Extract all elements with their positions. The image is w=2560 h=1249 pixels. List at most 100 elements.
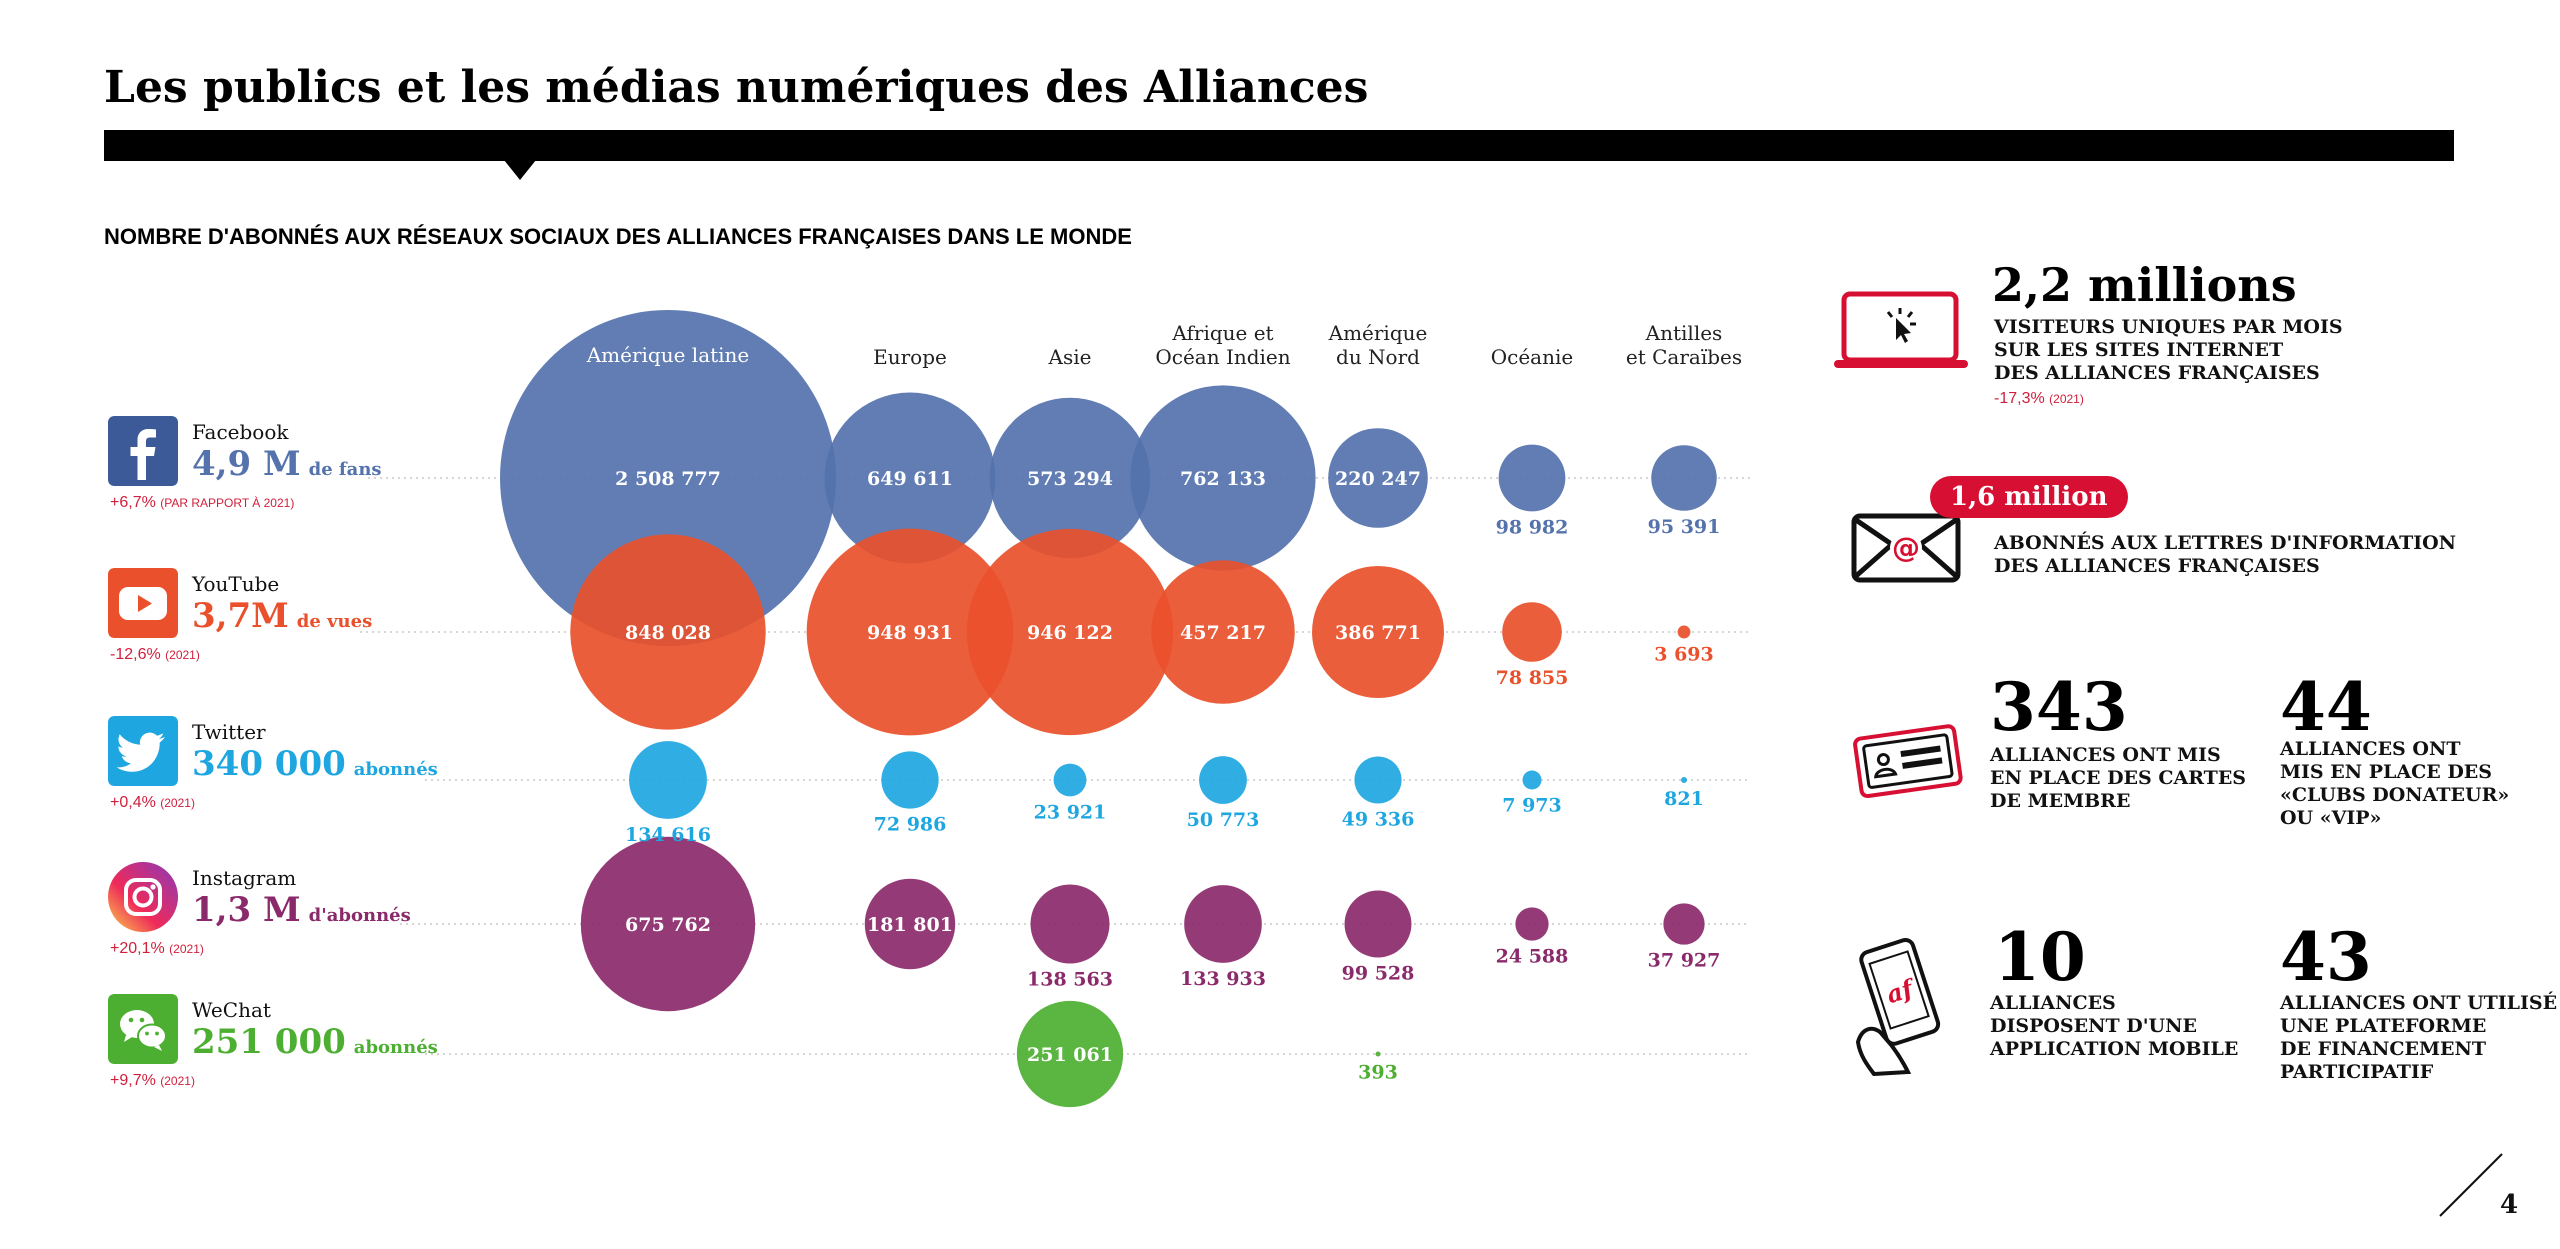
- bubble-facebook: [824, 392, 996, 564]
- bubble-twitter: [1522, 770, 1542, 790]
- page-title: Les publics et les médias numériques des…: [104, 62, 1369, 113]
- network-name: Instagram: [192, 866, 297, 890]
- bubble-twitter: [1354, 756, 1402, 804]
- bubble-twitter: [1053, 763, 1087, 797]
- bubble-facebook: [989, 397, 1151, 559]
- bubble-twitter: [1680, 776, 1688, 784]
- bubble-value-label: 37 927: [1648, 950, 1721, 972]
- region-label: Afrique et: [1171, 321, 1273, 345]
- bubble-value-label: 24 588: [1496, 946, 1569, 968]
- newsletter-text: ABONNÉS AUX LETTRES D'INFORMATION DES ALL…: [1994, 532, 2457, 577]
- app-text: ALLIANCES DISPOSENT D'UNE APPLICATION MOBI…: [1990, 992, 2239, 1060]
- visitors-text: VISITEURS UNIQUES PAR MOIS SUR LES SITES …: [1994, 316, 2343, 384]
- bubble-youtube: [1151, 560, 1295, 704]
- bubble-twitter: [881, 751, 939, 809]
- bubble-value-label: 457 217: [1180, 622, 1266, 644]
- facebook-icon: [108, 416, 178, 486]
- bubble-facebook: [500, 310, 836, 646]
- region-label: du Nord: [1336, 345, 1420, 369]
- bubble-youtube: [806, 528, 1014, 736]
- bubble-youtube: [1502, 602, 1562, 662]
- bubble-youtube: [1312, 566, 1444, 698]
- region-label: et Caraïbes: [1626, 345, 1742, 369]
- bubble-value-label: 7 973: [1502, 794, 1562, 816]
- region-label: Asie: [1048, 345, 1092, 369]
- network-change: +20,1% (2021): [110, 940, 204, 957]
- chart-subtitle: NOMBRE D'ABONNÉS AUX RÉSEAUX SOCIAUX DES…: [104, 224, 1132, 249]
- twitter-icon: [108, 716, 178, 786]
- visitors-change: -17,3% (2021): [1994, 390, 2084, 407]
- network-total: 340 000 abonnés: [192, 744, 438, 784]
- title-bar-notch: [504, 160, 536, 180]
- region-label: Europe: [873, 345, 947, 369]
- bubble-value-label: 99 528: [1342, 962, 1415, 984]
- bubble-youtube: [570, 534, 766, 730]
- bubble-value-label: 848 028: [625, 622, 711, 644]
- bubble-value-label: 3 693: [1654, 643, 1714, 665]
- bubble-facebook: [1328, 428, 1428, 528]
- crowdfunding-text: ALLIANCES ONT UTILISÉ UNE PLATEFORME DE FI…: [2280, 992, 2558, 1083]
- wechat-icon: [108, 994, 178, 1064]
- region-label: Océanie: [1491, 345, 1573, 369]
- newsletter-number: 1,6 million: [1930, 476, 2128, 518]
- bubble-instagram: [1184, 885, 1262, 963]
- youtube-icon: [108, 568, 178, 638]
- bubble-instagram: [580, 836, 756, 1012]
- cards-text: ALLIANCES ONT MIS EN PLACE DES CARTES DE M…: [1990, 744, 2247, 812]
- visitors-number: 2,2 millions: [1992, 258, 2297, 312]
- bubble-value-label: 573 294: [1027, 468, 1113, 490]
- region-label: Antilles: [1645, 321, 1723, 345]
- bubble-facebook: [1130, 385, 1316, 571]
- bubble-value-label: 220 247: [1335, 468, 1421, 490]
- bubble-value-label: 762 133: [1180, 468, 1266, 490]
- bubble-youtube: [1677, 625, 1691, 639]
- region-label: Océan Indien: [1155, 345, 1290, 369]
- bubble-value-label: 134 616: [625, 824, 711, 846]
- page-number: 4: [2500, 1190, 2519, 1220]
- bubble-instagram: [1515, 907, 1549, 941]
- network-change: +9,7% (2021): [110, 1072, 195, 1089]
- bubble-value-label: 138 563: [1027, 968, 1113, 990]
- bubble-value-label: 251 061: [1027, 1044, 1113, 1066]
- bubble-value-label: 49 336: [1342, 809, 1415, 831]
- title-bar: [104, 130, 2454, 161]
- bubble-value-label: 78 855: [1496, 667, 1569, 689]
- bubble-facebook: [1651, 445, 1717, 511]
- bubble-facebook: [1498, 444, 1566, 512]
- svg-text:@: @: [1892, 531, 1920, 564]
- email-at-icon: @: [1851, 513, 1961, 583]
- bubble-value-label: 393: [1358, 1062, 1398, 1084]
- network-name: WeChat: [192, 998, 271, 1022]
- bubble-wechat: [1016, 1000, 1124, 1108]
- network-change: +0,4% (2021): [110, 794, 195, 811]
- mobile-app-icon: af: [1855, 937, 1941, 1076]
- bubble-value-label: 181 801: [867, 914, 953, 936]
- network-total: 3,7M de vues: [192, 596, 373, 636]
- bubble-value-label: 2 508 777: [615, 468, 721, 490]
- bubble-instagram: [1030, 884, 1110, 964]
- network-name: Facebook: [192, 420, 289, 444]
- bubble-value-label: 946 122: [1027, 622, 1113, 644]
- bubble-value-label: 675 762: [625, 914, 711, 936]
- instagram-icon: [108, 862, 178, 932]
- bubble-value-label: 95 391: [1648, 516, 1721, 538]
- crowdfunding-number: 43: [2280, 918, 2372, 996]
- bubble-value-label: 386 771: [1335, 622, 1421, 644]
- bubble-value-label: 948 931: [867, 622, 953, 644]
- clubs-number: 44: [2280, 668, 2372, 746]
- app-number: 10: [1994, 918, 2086, 996]
- cards-number: 343: [1990, 668, 2128, 746]
- bubble-twitter: [629, 741, 707, 819]
- bubble-value-label: 50 773: [1187, 809, 1260, 831]
- bubble-twitter: [1199, 756, 1247, 804]
- bubble-value-label: 133 933: [1180, 968, 1266, 990]
- region-label: Amérique: [1328, 321, 1428, 345]
- laptop-cursor-icon: [1834, 291, 1968, 368]
- bubble-wechat: [1375, 1051, 1381, 1057]
- bubble-value-label: 98 982: [1496, 516, 1569, 538]
- bubble-value-label: 72 986: [874, 814, 947, 836]
- region-label: Amérique latine: [586, 343, 750, 367]
